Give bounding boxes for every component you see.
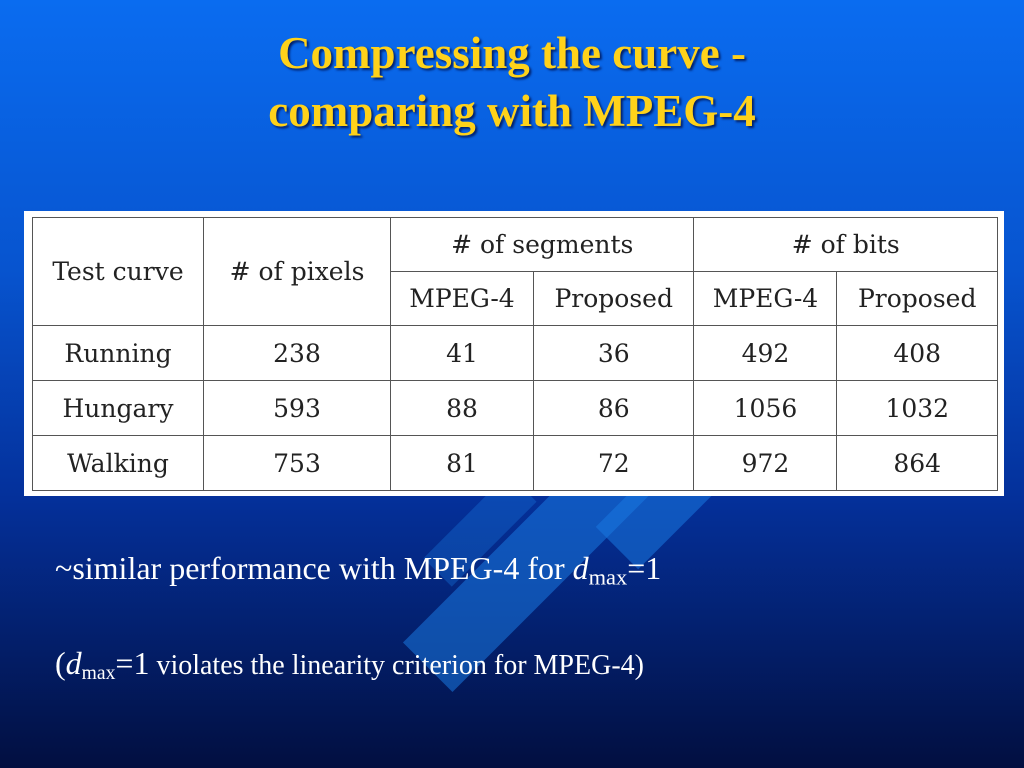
header-test-curve: Test curve — [32, 217, 204, 326]
title-line-2: comparing with MPEG-4 — [268, 86, 756, 136]
var-d: d — [572, 550, 589, 586]
cell-bits-mpeg4: 972 — [693, 435, 838, 491]
header-bits: # of bits — [693, 217, 998, 272]
equals-one: =1 — [627, 550, 662, 586]
cell-seg-mpeg4: 41 — [390, 325, 534, 381]
cell-bits-proposed: 1032 — [836, 380, 998, 436]
cell-seg-mpeg4: 81 — [390, 435, 534, 491]
subheader-segments-proposed: Proposed — [532, 271, 695, 326]
cell-bits-mpeg4: 492 — [693, 325, 838, 381]
cell-bits-mpeg4: 1056 — [693, 380, 838, 436]
cell-pixels: 593 — [203, 380, 391, 436]
title-line-1: Compressing the curve - — [278, 28, 746, 78]
cell-seg-proposed: 72 — [532, 435, 695, 491]
var-d: d — [65, 645, 82, 681]
header-segments: # of segments — [389, 217, 695, 272]
table-header-row: Test curve # of pixels # of segments # o… — [32, 217, 998, 326]
note-text: violates the linearity criterion for MPE… — [149, 650, 644, 681]
comparison-table-panel: Test curve # of pixels # of segments # o… — [24, 211, 1004, 496]
subheader-bits-proposed: Proposed — [836, 271, 998, 326]
header-pixels: # of pixels — [203, 217, 391, 326]
open-paren: ( — [55, 645, 66, 681]
cell-pixels: 238 — [203, 325, 391, 381]
cell-curve-name: Hungary — [32, 380, 204, 436]
note-text: ~similar performance with MPEG-4 for — [55, 550, 573, 586]
equals-one: =1 — [115, 645, 150, 681]
cell-seg-mpeg4: 88 — [390, 380, 534, 436]
subscript-max: max — [588, 564, 628, 590]
comparison-table: Test curve # of pixels # of segments # o… — [32, 217, 998, 491]
cell-bits-proposed: 864 — [836, 435, 998, 491]
note-similar-performance: ~similar performance with MPEG-4 for dma… — [55, 550, 661, 591]
cell-pixels: 753 — [203, 435, 391, 491]
subscript-max: max — [81, 662, 116, 684]
subheader-segments-mpeg4: MPEG-4 — [390, 271, 534, 326]
subheader-bits-mpeg4: MPEG-4 — [693, 271, 838, 326]
slide-title: Compressing the curve - comparing with M… — [0, 24, 1024, 140]
cell-seg-proposed: 86 — [532, 380, 695, 436]
cell-curve-name: Running — [32, 325, 204, 381]
table-row: Running 238 41 36 492 408 — [32, 325, 998, 381]
note-linearity-criterion: (dmax=1 violates the linearity criterion… — [55, 645, 644, 685]
cell-bits-proposed: 408 — [836, 325, 998, 381]
table-row: Hungary 593 88 86 1056 1032 — [32, 380, 998, 436]
table-row: Walking 753 81 72 972 864 — [32, 435, 998, 491]
cell-curve-name: Walking — [32, 435, 204, 491]
cell-seg-proposed: 36 — [532, 325, 695, 381]
